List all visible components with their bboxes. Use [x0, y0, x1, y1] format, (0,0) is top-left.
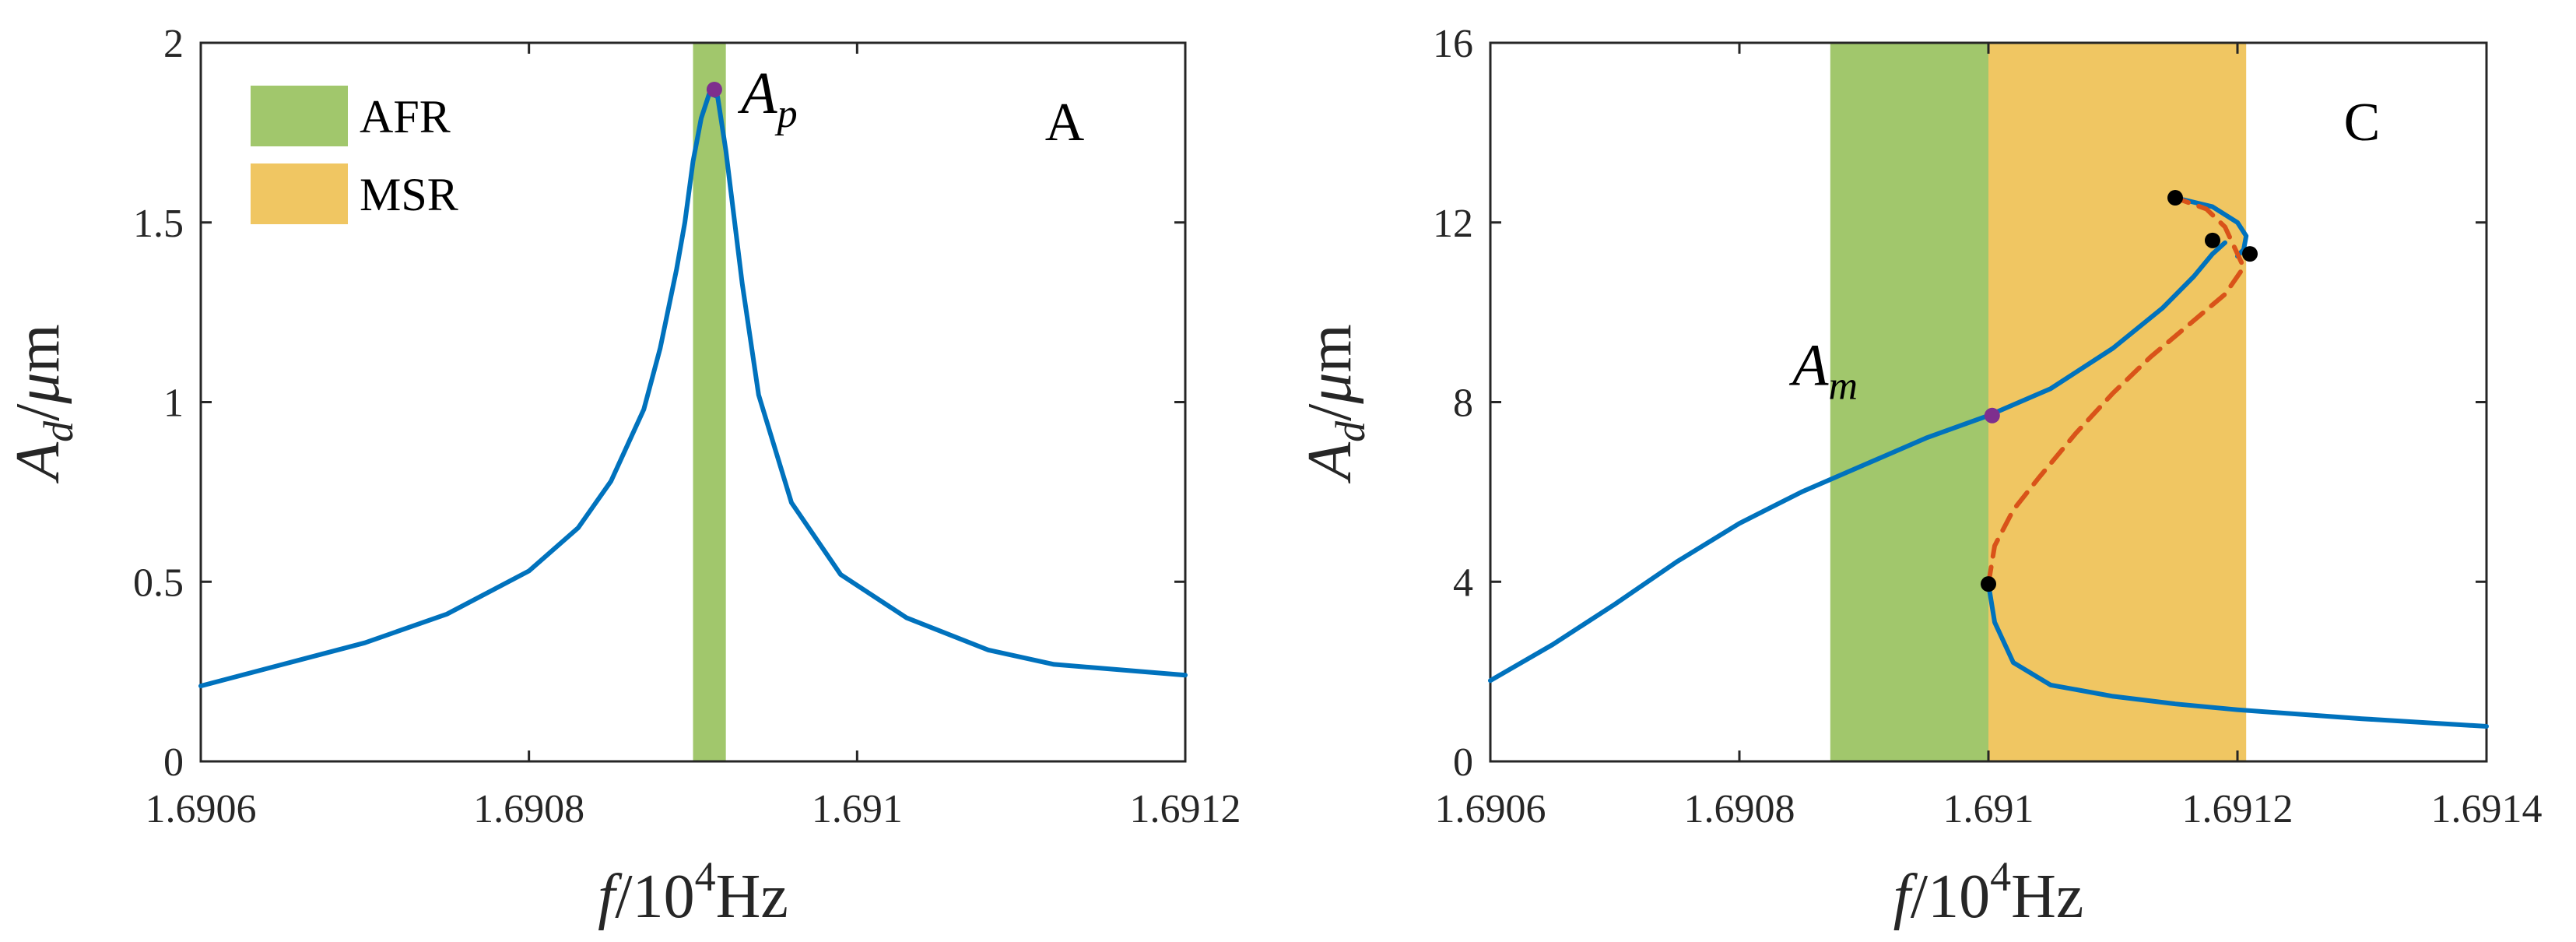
- y-tick-label: 1.5: [133, 202, 184, 246]
- x-tick-label: 1.6908: [473, 787, 584, 831]
- x-tick-label: 1.6908: [1684, 787, 1795, 831]
- point-a-m: [1984, 407, 2000, 424]
- x-tick-label: 1.691: [812, 787, 903, 831]
- legend-label-afr: AFR: [360, 91, 451, 142]
- x-axis-label: f/104Hz: [1893, 853, 2084, 931]
- unstable-branch-3: [1986, 195, 2246, 587]
- stable-branch-1: [2173, 195, 2249, 258]
- y-tick-label: 0.5: [133, 561, 184, 605]
- stable-branch-0: [198, 90, 1188, 689]
- annotation-a-m: Am: [1788, 333, 1858, 409]
- shaded-region-msr: [1988, 43, 2247, 761]
- y-axis-label: Ad/μm: [1296, 324, 1374, 484]
- panel-label: C: [2344, 93, 2381, 153]
- x-axis-label: f/104Hz: [598, 853, 788, 931]
- y-axis-label: Ad/μm: [4, 324, 82, 484]
- x-tick-label: 1.6906: [146, 787, 257, 831]
- stable-branch-2: [1986, 582, 2489, 729]
- chart-panel-c: 1.6906 1.6908 1.691 1.6912 1.6914 0 4 8 12 16 Am Cf…: [1296, 22, 2543, 931]
- y-tick-label: 0: [163, 740, 184, 785]
- legend-label-msr: MSR: [360, 169, 458, 220]
- legend-swatch-msr: [251, 163, 348, 224]
- legend-swatch-afr: [251, 86, 348, 146]
- y-tick-label: 0: [1453, 740, 1473, 785]
- point-a-p: [706, 81, 722, 97]
- x-tick-label: 1.6912: [1130, 787, 1241, 831]
- y-tick-label: 1: [163, 381, 184, 426]
- y-tick-label: 8: [1453, 381, 1473, 426]
- panel-label: A: [1045, 93, 1085, 153]
- x-tick-label: 1.6906: [1435, 787, 1546, 831]
- y-tick-label: 16: [1433, 22, 1473, 66]
- point-bifurcation-2: [2205, 232, 2220, 248]
- point-bifurcation-3: [2242, 246, 2258, 262]
- chart-panel-a: 1.6906 1.6908 1.691 1.6912 0 0.5 1 1.5 2 Ap Af/104…: [4, 22, 1241, 931]
- x-tick-label: 1.6912: [2182, 787, 2293, 831]
- point-bifurcation-4: [1981, 576, 1996, 592]
- y-tick-label: 4: [1453, 561, 1473, 605]
- legend: AFR MSR: [251, 86, 458, 224]
- x-tick-label: 1.691: [1943, 787, 2034, 831]
- shaded-region-afr: [1830, 43, 1988, 761]
- shaded-region-afr: [693, 43, 726, 761]
- stable-branch-0: [1488, 240, 2227, 684]
- y-tick-label: 12: [1433, 202, 1473, 246]
- annotation-a-p: Ap: [737, 61, 797, 136]
- x-tick-label: 1.6914: [2431, 787, 2543, 831]
- point-bifurcation-1: [2167, 190, 2183, 206]
- y-tick-label: 2: [163, 22, 184, 66]
